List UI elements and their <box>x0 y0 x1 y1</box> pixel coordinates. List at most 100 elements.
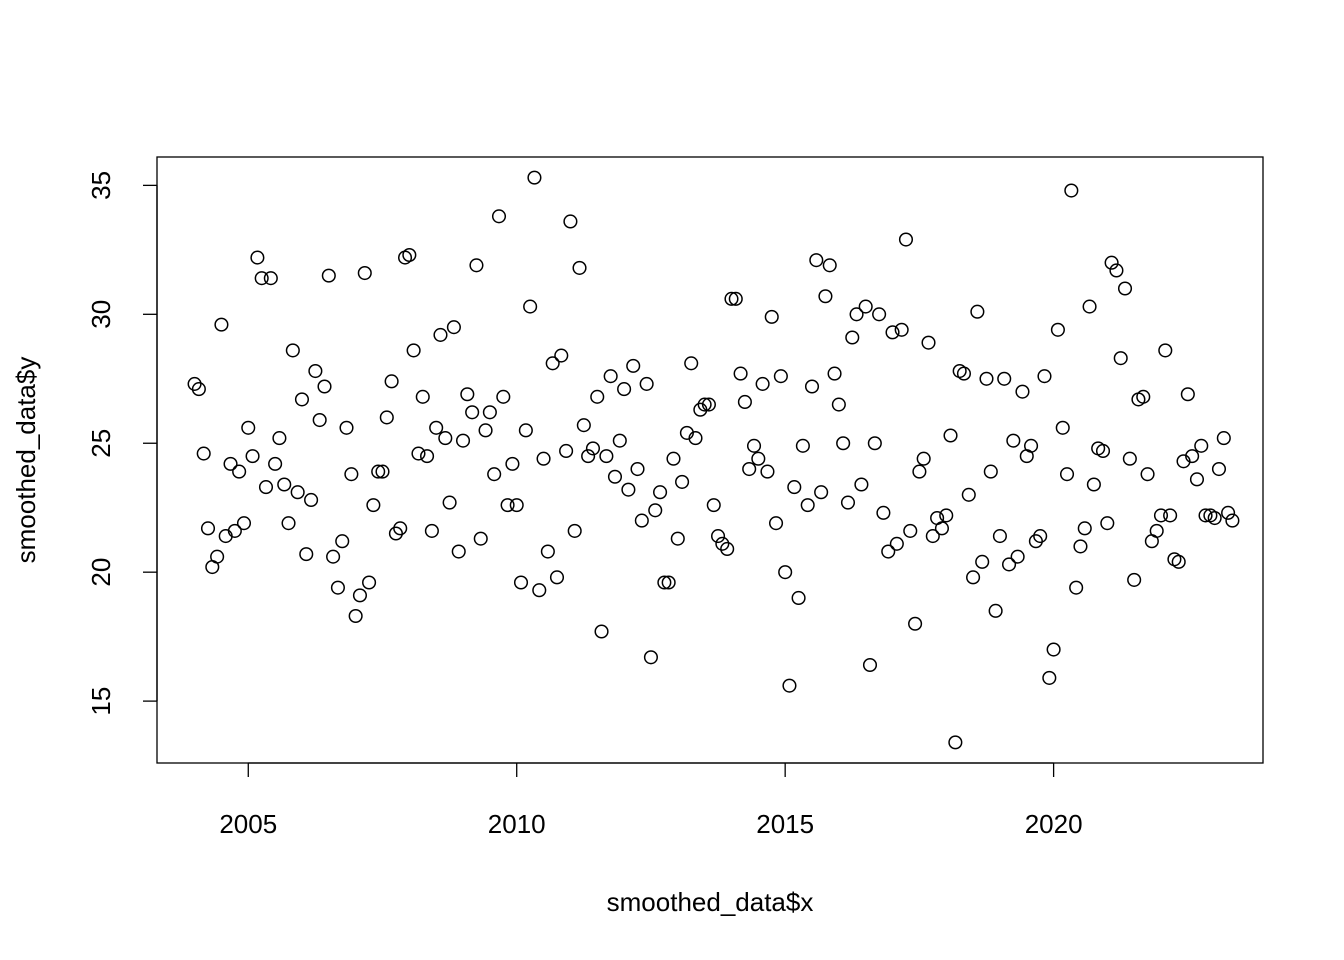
data-point <box>1216 431 1231 446</box>
data-point <box>1194 438 1209 453</box>
data-point <box>728 291 743 306</box>
data-point <box>1006 433 1021 448</box>
data-point <box>339 420 354 435</box>
data-point <box>258 480 274 495</box>
data-point <box>621 482 636 497</box>
data-point <box>1073 539 1088 554</box>
data-point <box>1046 642 1061 657</box>
data-point <box>1095 443 1111 459</box>
data-point <box>509 498 524 513</box>
data-point <box>1104 255 1119 270</box>
data-point <box>1163 508 1178 523</box>
data-point <box>357 265 372 281</box>
data-point <box>862 657 878 673</box>
data-point <box>393 521 408 536</box>
data-point <box>760 464 775 479</box>
data-point <box>335 534 350 549</box>
data-point <box>451 544 466 559</box>
data-point <box>979 371 994 386</box>
data-point <box>867 436 882 451</box>
data-point <box>889 536 904 551</box>
data-point <box>1185 449 1200 464</box>
data-point <box>626 358 641 373</box>
data-point <box>254 271 269 286</box>
data-point <box>809 253 824 268</box>
data-point <box>804 379 820 394</box>
data-point <box>966 570 981 585</box>
data-point <box>518 423 533 438</box>
data-point <box>352 588 368 603</box>
data-point <box>496 389 511 404</box>
data-point <box>424 523 439 538</box>
data-point <box>912 464 927 479</box>
data-point <box>187 376 202 391</box>
data-point <box>746 438 762 453</box>
data-point <box>294 392 310 407</box>
data-point <box>653 485 668 500</box>
data-point <box>281 516 296 531</box>
data-point <box>1055 420 1070 435</box>
data-point <box>617 382 632 397</box>
data-point <box>1109 263 1124 278</box>
data-point <box>607 469 623 484</box>
data-point <box>1024 438 1039 453</box>
data-point <box>1069 580 1084 595</box>
data-point <box>1189 472 1205 487</box>
data-point <box>903 523 918 538</box>
data-point <box>290 485 305 500</box>
data-point <box>1033 529 1048 544</box>
data-point <box>630 461 645 477</box>
data-point <box>778 565 793 580</box>
data-point <box>908 616 923 631</box>
data-point <box>997 371 1012 386</box>
data-point <box>1117 281 1133 296</box>
data-point <box>442 495 457 510</box>
data-point <box>455 433 471 448</box>
data-point <box>563 214 578 229</box>
data-point <box>469 258 484 273</box>
data-point <box>532 583 547 598</box>
data-point <box>881 544 896 559</box>
data-point <box>344 467 359 482</box>
data-point <box>840 495 856 510</box>
data-point <box>661 575 676 590</box>
data-point <box>420 449 435 464</box>
data-point <box>755 376 770 391</box>
data-point <box>415 389 430 404</box>
data-point <box>523 299 538 314</box>
data-point <box>433 327 448 342</box>
data-point <box>536 451 551 466</box>
data-point <box>304 492 319 508</box>
x-axis-title: smoothed_data$x <box>607 887 814 917</box>
data-point <box>1140 467 1155 482</box>
data-point <box>684 356 699 371</box>
data-point <box>1122 451 1137 466</box>
data-point <box>711 529 726 544</box>
data-point <box>1050 322 1065 337</box>
data-point <box>1059 467 1075 482</box>
data-point <box>894 322 909 337</box>
axes-layer: 2005 2010 2015 2020 15 20 25 30 35 smoothed_data$… <box>11 156 1264 917</box>
data-point <box>639 376 654 391</box>
data-point <box>210 549 225 564</box>
data-point <box>795 438 810 453</box>
data-point <box>473 531 488 546</box>
data-point <box>227 523 242 538</box>
data-point <box>545 356 560 371</box>
x-tick-label: 2020 <box>1025 809 1083 839</box>
y-tick-label: 20 <box>86 558 116 587</box>
data-point <box>1225 513 1240 528</box>
data-point <box>362 575 377 590</box>
data-point <box>214 317 229 332</box>
data-point <box>737 394 752 410</box>
data-point <box>321 268 336 283</box>
data-point <box>715 536 730 551</box>
data-point <box>827 366 842 381</box>
data-point <box>263 271 278 286</box>
data-point <box>988 603 1003 618</box>
data-point <box>500 498 515 513</box>
data-point <box>599 449 614 464</box>
data-point <box>191 382 206 397</box>
data-point <box>768 516 784 531</box>
